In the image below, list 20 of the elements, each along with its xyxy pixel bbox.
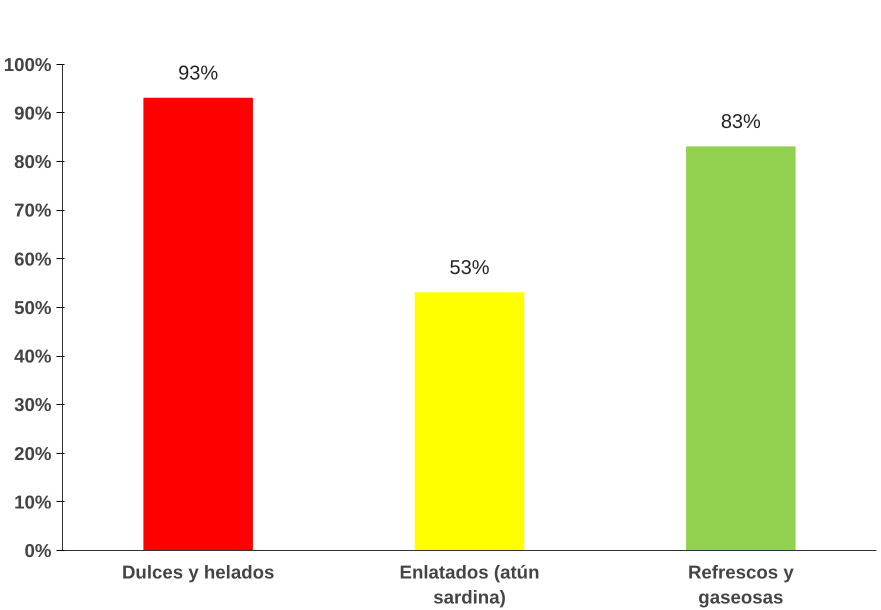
- y-tick-label: 90%: [14, 102, 52, 124]
- y-tick-label: 40%: [14, 346, 52, 367]
- data-label: 93%: [178, 62, 218, 84]
- y-tick-label: 50%: [14, 296, 52, 318]
- bar: [143, 98, 253, 550]
- data-label: 83%: [720, 110, 762, 133]
- y-tick-label: 30%: [14, 394, 52, 416]
- y-tick-label: 10%: [14, 491, 52, 512]
- y-tick-label: 70%: [14, 200, 52, 221]
- y-tick-label: 100%: [4, 54, 52, 75]
- x-tick-label: Dulces y helados: [122, 562, 274, 582]
- bar: [686, 146, 796, 550]
- y-tick-label: 0%: [24, 540, 52, 561]
- x-tick-label: Refrescos y gaseosas: [688, 562, 794, 608]
- x-tick-label: Enlatados (atún sardina): [400, 562, 540, 608]
- y-tick-label: 20%: [14, 442, 52, 464]
- data-label: 53%: [449, 256, 490, 279]
- bar: [414, 292, 524, 550]
- y-tick-label: 80%: [14, 151, 52, 172]
- y-tick-label: 60%: [14, 248, 52, 270]
